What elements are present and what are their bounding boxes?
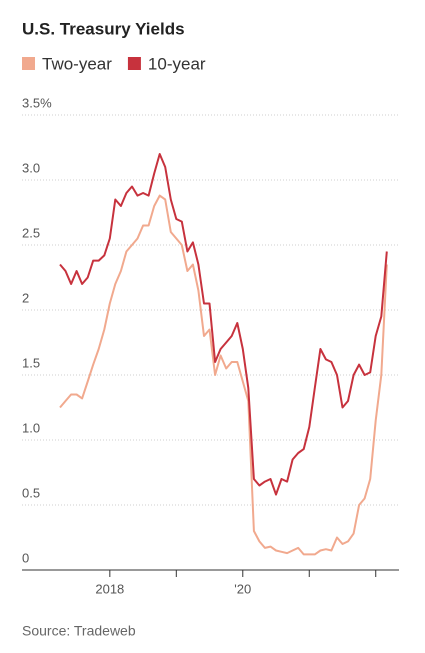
y-tick-label: 1.5 <box>22 355 40 370</box>
x-tick-label: 2018 <box>95 581 124 596</box>
y-tick-label: 0 <box>22 550 29 565</box>
y-tick-label: 2 <box>22 290 29 305</box>
series-line <box>59 153 388 496</box>
series-line <box>59 194 388 556</box>
source: Source: Tradeweb <box>22 623 136 639</box>
legend-label: 10-year <box>148 54 206 73</box>
x-tick-label: '20 <box>234 581 251 596</box>
y-tick-label: 3.5% <box>22 95 52 110</box>
y-tick-label: 0.5 <box>22 485 40 500</box>
legend-swatch <box>22 57 35 70</box>
y-tick-label: 2.5 <box>22 225 40 240</box>
y-tick-label: 3.0 <box>22 160 40 175</box>
legend-label: Two-year <box>42 54 112 73</box>
y-tick-label: 1.0 <box>22 420 40 435</box>
legend-swatch <box>127 57 141 70</box>
chart-title: U.S. Treasury Yields <box>22 19 185 38</box>
